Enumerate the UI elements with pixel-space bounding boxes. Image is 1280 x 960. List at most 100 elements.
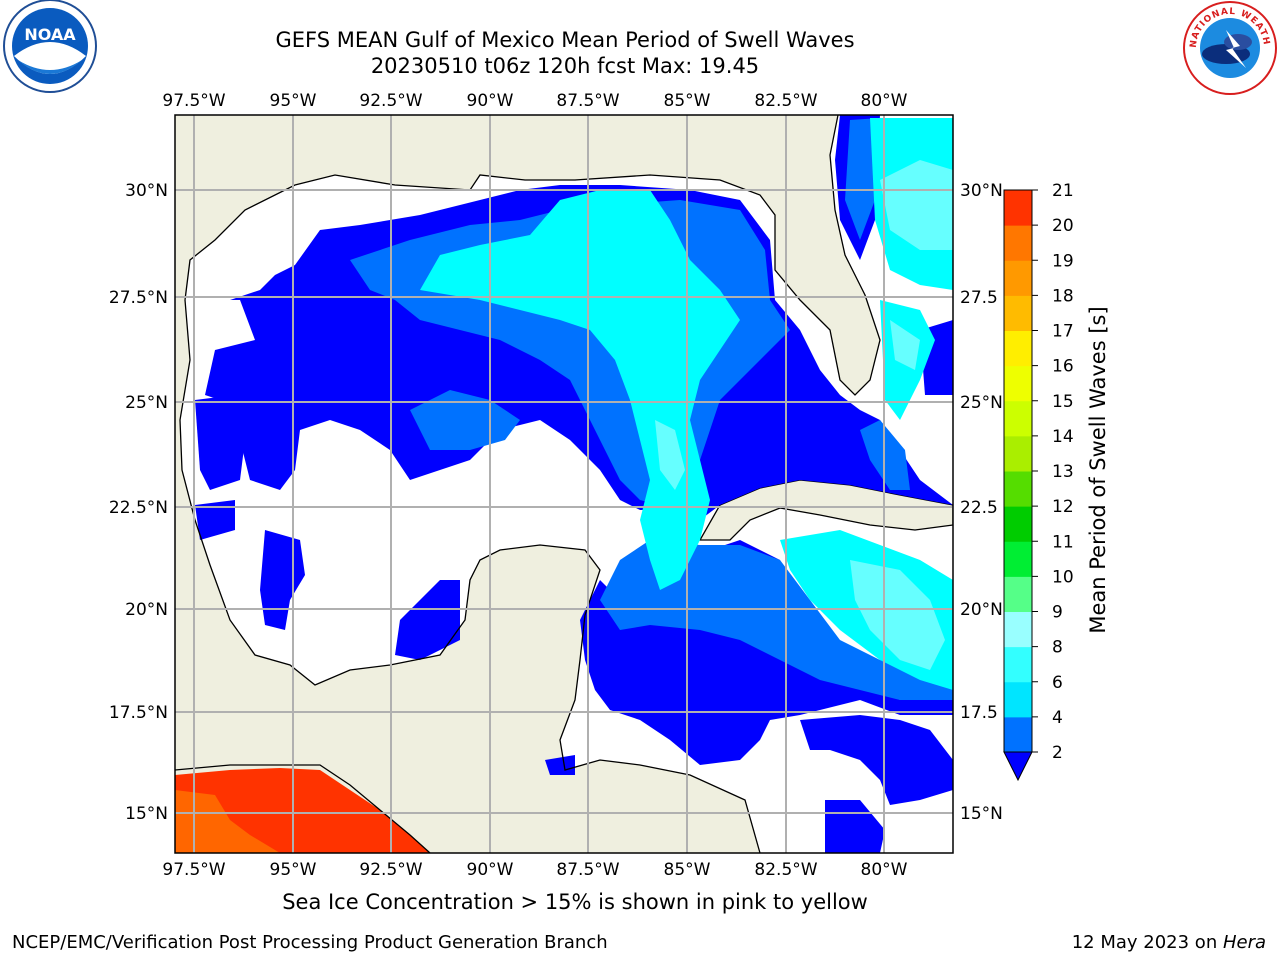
colorbar-label: Mean Period of Swell Waves [s]: [1086, 306, 1110, 633]
swell-5s-region-caribbean: [850, 560, 945, 670]
lon-label: 85°W: [664, 860, 711, 880]
coastline-mexico: [179, 299, 761, 853]
colorbar-segment: [1004, 506, 1032, 542]
swell-2s-region-hond: [545, 755, 575, 775]
lon-label: 82.5°W: [754, 860, 817, 880]
lon-label: 87.5°W: [556, 91, 619, 111]
lon-label: 87.5°W: [556, 860, 619, 880]
colorbar-segment: [1004, 646, 1032, 683]
colorbar-segment: [1004, 541, 1032, 577]
map-title: GEFS MEAN Gulf of Mexico Mean Period of …: [275, 28, 855, 52]
colorbar-tick-label: 10: [1052, 567, 1074, 587]
colorbar-segment: [1004, 330, 1032, 367]
sea-ice-note: Sea Ice Concentration > 15% is shown in …: [282, 890, 868, 914]
swell-5s-region-loop: [655, 420, 685, 490]
host-name: Hera: [1222, 932, 1266, 953]
lon-label: 95°W: [270, 860, 317, 880]
date-text: 12 May 2023 on: [1071, 932, 1223, 953]
noaa-logo-text: NOAA: [24, 25, 76, 44]
lat-label: 25°N: [125, 393, 168, 413]
lat-label: 27.5°N: [109, 288, 168, 308]
colorbar-segment: [1004, 400, 1032, 437]
graticule: [175, 115, 953, 853]
lon-label: 97.5°W: [162, 860, 225, 880]
lon-label: 92.5°W: [359, 860, 422, 880]
colorbar-under-arrow: [1003, 751, 1033, 782]
swell-2s-region-west: [195, 395, 245, 490]
colorbar-tick-label: 14: [1052, 427, 1074, 447]
lat-label: 22.5°N: [109, 498, 168, 518]
lon-labels-bottom: 97.5°W 95°W 92.5°W 90°W 87.5°W 85°W 82.5…: [162, 860, 907, 880]
lon-label: 80°W: [861, 91, 908, 111]
colorbar-segment: [1004, 365, 1032, 402]
lat-label: 15°N: [960, 804, 1003, 824]
land-cuba: [698, 479, 953, 541]
colorbar-tick-label: 20: [1052, 216, 1074, 236]
swell-18s-region-pacific: [175, 790, 280, 853]
colorbar-tick-label: 18: [1052, 286, 1074, 306]
lat-label: 22.5: [960, 498, 998, 518]
colorbar-tick-label: 17: [1052, 322, 1074, 342]
swell-3s-region-atl: [845, 118, 880, 240]
coastline-gulf: [184, 115, 881, 396]
colorbar-tick-label: 19: [1052, 251, 1074, 271]
swell-2s-region-se: [800, 715, 953, 805]
lon-label: 90°W: [467, 860, 514, 880]
map-frame: [174, 114, 954, 854]
map-subtitle: 20230510 t06z 120h fcst Max: 19.45: [370, 54, 760, 78]
lat-label: 20°N: [960, 600, 1003, 620]
colorbar-tick-label: 11: [1052, 532, 1074, 552]
colorbar-tick-label: 6: [1052, 673, 1063, 693]
colorbar-tick-label: 16: [1052, 357, 1074, 377]
lat-label: 17.5°N: [109, 703, 168, 723]
colorbar-tick-label: 9: [1052, 603, 1063, 623]
colorbar: 2 4 6 8 9 10 11 12 13 14 15 16 17 18 19 20 21: [1003, 181, 1074, 782]
lat-label: 17.5: [960, 703, 998, 723]
lat-labels-left: 30°N 27.5°N 25°N 22.5°N 20°N 17.5°N 15°N: [109, 181, 168, 824]
lat-label: 25°N: [960, 393, 1003, 413]
colorbar-segment: [1004, 260, 1032, 296]
lat-label: 30°N: [960, 181, 1003, 201]
nws-logo: NATIONAL WEATHER SERVICE: [0, 0, 1277, 95]
lon-label: 90°W: [467, 91, 514, 111]
colorbar-segment: [1004, 225, 1032, 261]
colorbar-segment: [1004, 435, 1032, 472]
lon-label: 82.5°W: [754, 91, 817, 111]
lon-label: 92.5°W: [359, 91, 422, 111]
lat-labels-right: 30°N 27.5 25°N 22.5 20°N 17.5 15°N: [960, 181, 1003, 824]
date-line: 12 May 2023 on Hera: [1072, 932, 1266, 953]
colorbar-tick-label: 4: [1052, 708, 1063, 728]
noaa-logo: NOAA: [3, 0, 97, 93]
credit-line: NCEP/EMC/Verification Post Processing Pr…: [12, 932, 608, 953]
nws-logo-text: NATIONAL WEATHER SERVICE: [0, 0, 1270, 48]
colorbar-segment: [1004, 471, 1032, 507]
swell-4s-region-central: [420, 190, 740, 590]
colorbar-tick-label: 2: [1052, 743, 1063, 763]
lon-label: 95°W: [270, 91, 317, 111]
colorbar-segment: [1004, 611, 1032, 648]
colorbar-tick-label: 21: [1052, 181, 1074, 201]
lat-label: 15°N: [125, 804, 168, 824]
colorbar-tick-label: 15: [1052, 392, 1074, 412]
colorbar-tick-label: 12: [1052, 497, 1074, 517]
map-panel: [175, 115, 953, 853]
swell-2s-region-campeche: [395, 580, 460, 660]
svg-text:NATIONAL WEATHER SERVICE: NATIONAL WEATHER SERVICE: [0, 0, 1271, 48]
colorbar-tick-label: 8: [1052, 638, 1063, 658]
swell-2s-region-bay: [195, 500, 235, 540]
colorbar-segment: [1004, 716, 1032, 753]
swell-5s-region-bahamas: [880, 160, 953, 250]
lat-label: 20°N: [125, 600, 168, 620]
lat-label: 30°N: [125, 181, 168, 201]
lon-labels-top: 97.5°W 95°W 92.5°W 90°W 87.5°W 85°W 82.5…: [162, 91, 907, 111]
colorbar-segment: [1004, 576, 1032, 612]
colorbar-segment: [1004, 295, 1032, 331]
lon-label: 97.5°W: [162, 91, 225, 111]
lon-label: 85°W: [664, 91, 711, 111]
swell-3s-region-yucatan: [600, 540, 953, 700]
lon-label: 80°W: [861, 860, 908, 880]
swell-5s-region-keys: [890, 320, 920, 370]
colorbar-segment: [1004, 681, 1032, 718]
lat-label: 27.5: [960, 288, 998, 308]
